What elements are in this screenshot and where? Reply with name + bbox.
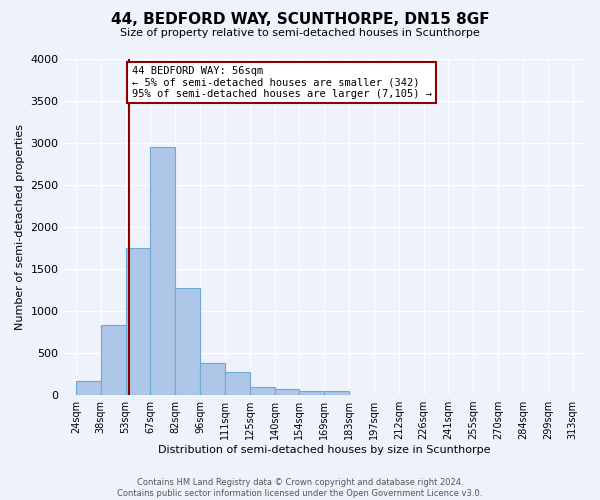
Text: Size of property relative to semi-detached houses in Scunthorpe: Size of property relative to semi-detach… — [120, 28, 480, 38]
Bar — [125, 248, 151, 395]
Bar — [151, 147, 175, 395]
Bar — [175, 288, 200, 395]
Text: 44, BEDFORD WAY, SCUNTHORPE, DN15 8GF: 44, BEDFORD WAY, SCUNTHORPE, DN15 8GF — [110, 12, 490, 28]
X-axis label: Distribution of semi-detached houses by size in Scunthorpe: Distribution of semi-detached houses by … — [158, 445, 491, 455]
Bar — [299, 391, 324, 395]
Bar — [324, 391, 349, 395]
Bar — [200, 363, 225, 395]
Bar — [225, 372, 250, 395]
Y-axis label: Number of semi-detached properties: Number of semi-detached properties — [15, 124, 25, 330]
Bar — [76, 381, 101, 395]
Bar — [250, 387, 275, 395]
Bar — [101, 326, 125, 395]
Text: 44 BEDFORD WAY: 56sqm
← 5% of semi-detached houses are smaller (342)
95% of semi: 44 BEDFORD WAY: 56sqm ← 5% of semi-detac… — [131, 66, 431, 99]
Text: Contains HM Land Registry data © Crown copyright and database right 2024.
Contai: Contains HM Land Registry data © Crown c… — [118, 478, 482, 498]
Bar — [275, 389, 299, 395]
